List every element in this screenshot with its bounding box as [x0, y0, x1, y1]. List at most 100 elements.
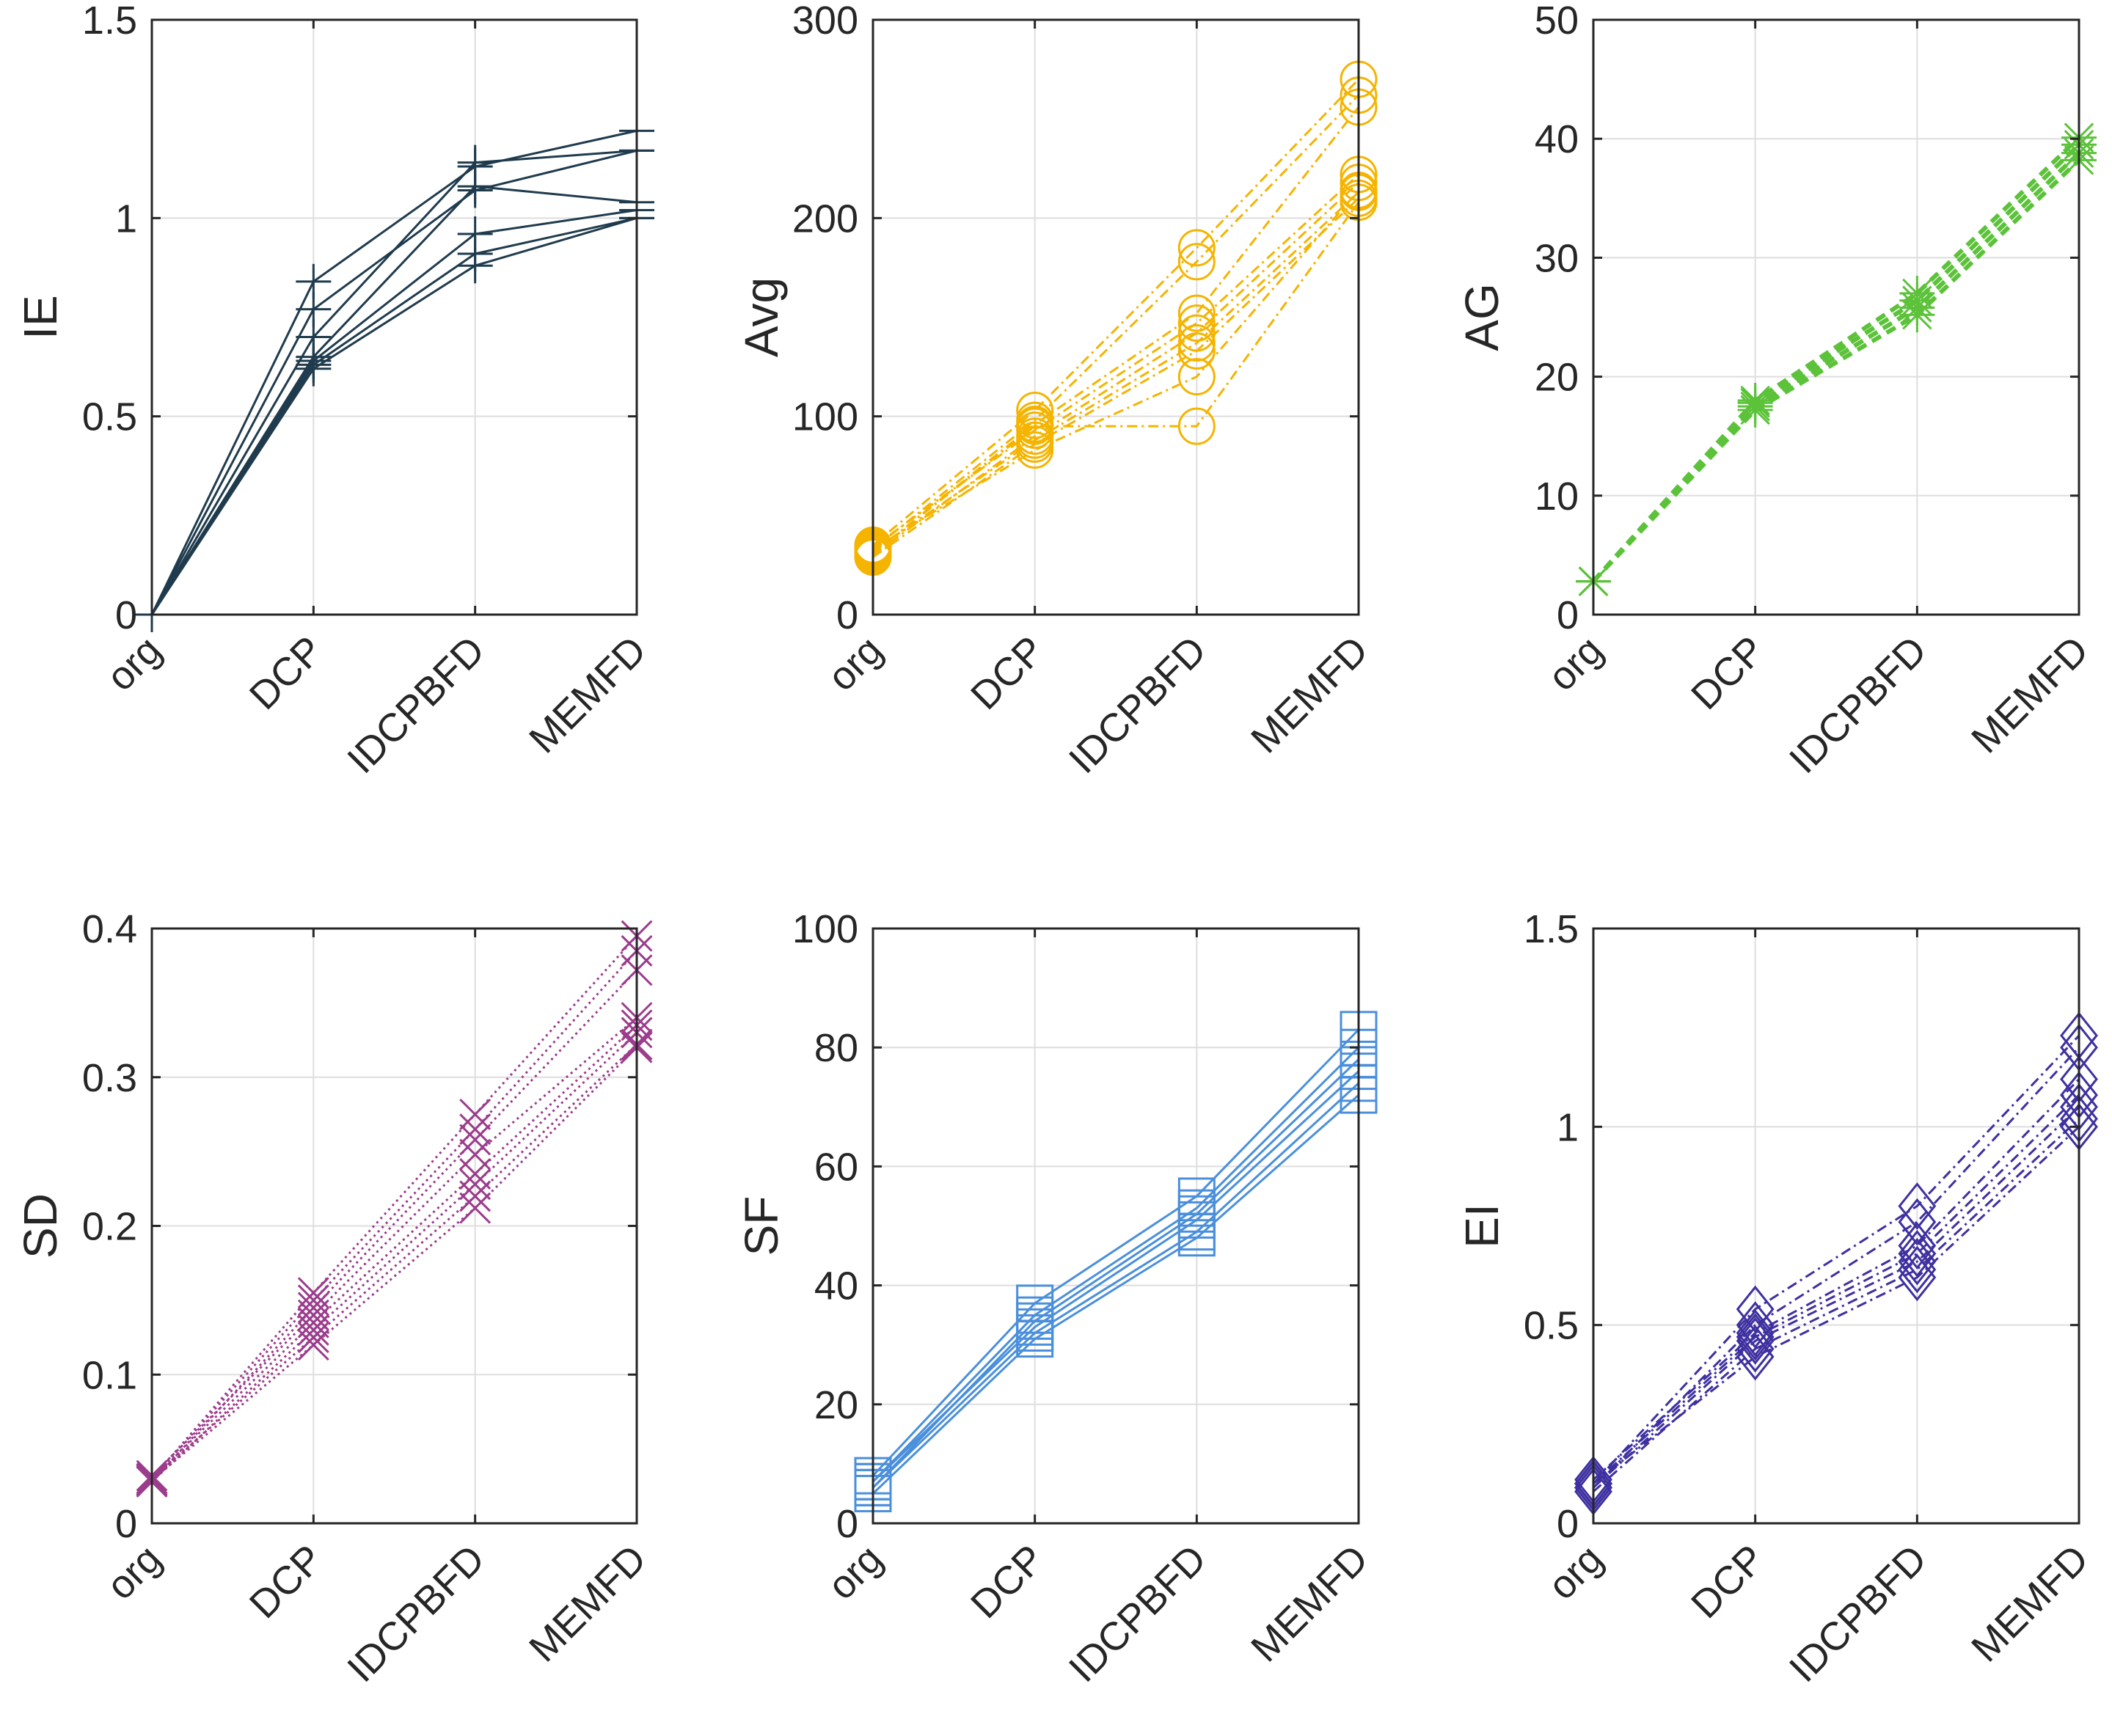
y-tick-label: 20 [814, 1383, 858, 1427]
y-tick-label: 200 [792, 197, 858, 241]
data-point-marker [1016, 407, 1054, 445]
data-point-marker [1736, 1313, 1775, 1361]
data-point-marker [1898, 1245, 1937, 1294]
y-tick-label: 0.4 [82, 907, 137, 951]
data-point-marker [1736, 1333, 1775, 1381]
series-line-0 [872, 78, 1360, 546]
x-tick-label: DCP [241, 628, 332, 718]
y-tick-label: 0.2 [82, 1205, 137, 1249]
data-point-marker [296, 351, 332, 387]
data-point-marker [459, 1158, 492, 1190]
subplot-2: 0 10 20 30 40 50 org DCP IDCPBFD MEMFD AG [1455, 0, 2097, 782]
data-point-marker [1177, 324, 1216, 362]
data-point-marker [1898, 1198, 1937, 1246]
data-point-marker [1016, 392, 1054, 430]
data-point-marker [1177, 314, 1216, 352]
x-tick-label: org [819, 1537, 891, 1608]
y-tick-label: 100 [792, 395, 858, 439]
data-point-marker [1177, 304, 1216, 343]
data-point-marker [1898, 1237, 1937, 1286]
x-tick-label: org [98, 1537, 170, 1608]
x-tick-label: IDCPBFD [1061, 628, 1215, 782]
data-point-marker [297, 1299, 329, 1331]
series-line-2 [150, 149, 637, 615]
x-tick-label: MEMFD [1963, 628, 2097, 761]
series-line-2 [1592, 1078, 2080, 1481]
subplot-0: 0 0.5 1 1.5 org DCP IDCPBFD MEMFD IE [14, 0, 654, 782]
axes-box [150, 18, 638, 616]
y-tick-label: 100 [792, 907, 858, 951]
series-line-4 [872, 1082, 1360, 1489]
x-tick-label: IDCPBFD [339, 628, 493, 782]
data-point-marker [1899, 276, 1935, 312]
y-tick-label: 80 [814, 1026, 858, 1070]
data-point-marker [1898, 1229, 1937, 1278]
data-point-marker [297, 1322, 329, 1354]
y-tick-label: 30 [1535, 236, 1579, 280]
data-point-marker [1736, 1285, 1775, 1333]
y-tick-label: 0.1 [82, 1353, 137, 1397]
series-line-0 [150, 935, 638, 1480]
series-line-3 [150, 1017, 637, 1477]
y-tick-label: 300 [792, 0, 858, 43]
subplot-4: 0 20 40 60 80 100 org DCP IDCPBFD MEMFD SF [735, 907, 1378, 1691]
data-point-marker [1177, 243, 1216, 281]
axes-box [872, 927, 1360, 1525]
x-tick-label: IDCPBFD [1781, 628, 1935, 782]
series-line-3 [872, 173, 1360, 549]
series-line-2 [150, 969, 638, 1483]
data-point-marker [1898, 1222, 1937, 1270]
series-line-8 [872, 201, 1360, 554]
data-point-marker [459, 1113, 492, 1146]
x-tick-label: IDCPBFD [1061, 1537, 1215, 1691]
data-point-marker [297, 1277, 329, 1309]
series-line-7 [872, 189, 1360, 551]
data-point-marker [1177, 332, 1216, 370]
series-line-3 [872, 1070, 1360, 1483]
series-line-1 [150, 950, 638, 1480]
y-tick-label: 0 [836, 593, 858, 637]
data-point-marker [1177, 358, 1216, 396]
data-point-marker [297, 1284, 329, 1316]
y-axis-label: AG [1455, 283, 1508, 351]
y-axis-label: EI [1455, 1204, 1508, 1248]
x-tick-label: MEMFD [1243, 1537, 1376, 1670]
data-point-marker [459, 1098, 492, 1130]
subplot-3: 0 0.1 0.2 0.3 0.4 org DCP IDCPBFD MEMFD SD [14, 907, 654, 1691]
series-line-2 [872, 106, 1360, 554]
series-line-4 [1592, 1106, 2080, 1489]
data-point-marker [1736, 1325, 1775, 1373]
x-tick-label: DCP [1683, 1537, 1773, 1627]
series-line-3 [1592, 1094, 2080, 1485]
y-tick-label: 0 [115, 1502, 137, 1546]
series-line-0 [1592, 1034, 2080, 1484]
y-tick-label: 1 [115, 197, 137, 241]
series-line-5 [872, 191, 1360, 552]
y-tick-label: 0 [115, 593, 137, 637]
x-tick-label: MEMFD [1963, 1537, 2097, 1670]
series-line-4 [150, 1024, 638, 1480]
y-axis-label: IE [14, 295, 67, 339]
series-line-5 [150, 1031, 638, 1483]
data-point-marker [1016, 431, 1054, 469]
y-tick-label: 1.5 [82, 0, 137, 43]
y-axis-label: SF [735, 1196, 788, 1256]
y-tick-label: 40 [814, 1264, 858, 1308]
y-tick-label: 0 [1557, 593, 1579, 637]
series-line-0 [1591, 158, 2081, 583]
y-axis-label: Avg [735, 277, 788, 357]
series-line-0 [872, 1028, 1360, 1477]
axes-box [1592, 927, 2080, 1525]
series-line-5 [872, 1094, 1359, 1495]
y-tick-label: 10 [1535, 475, 1579, 519]
data-point-marker [1736, 1316, 1775, 1365]
x-tick-label: DCP [962, 1537, 1053, 1627]
subplot-5: 0 0.5 1 1.5 org DCP IDCPBFD MEMFD EI [1455, 907, 2098, 1691]
series-line-5 [1593, 1118, 2080, 1493]
data-point-marker [457, 169, 493, 205]
data-point-marker [459, 1124, 492, 1156]
subplot-1: 0 100 200 300 org DCP IDCPBFD MEMFD Avg [735, 0, 1378, 782]
data-point-marker [1898, 1253, 1937, 1302]
series-line-3 [1591, 136, 2081, 583]
